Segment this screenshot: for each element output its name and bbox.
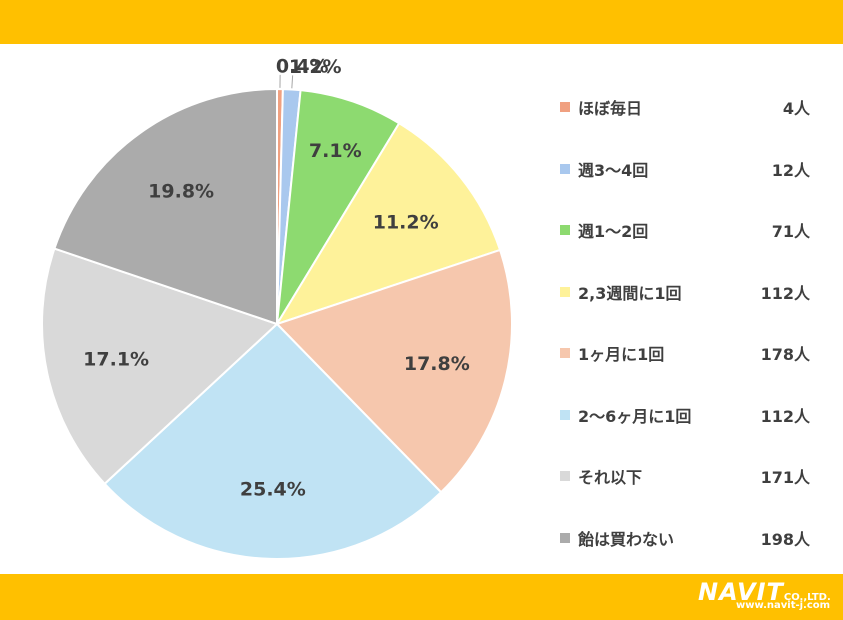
legend-label: 2,3週間に1回 <box>578 283 682 303</box>
logo-url: www.navit-j.com <box>736 600 831 611</box>
legend-count: 112人 <box>760 406 810 426</box>
legend-swatch <box>560 532 570 543</box>
slice-value-label: 19.8% <box>148 180 214 202</box>
slice-value-label: 25.4% <box>240 478 306 500</box>
legend-item: 週1〜2回 71人 <box>560 215 820 245</box>
legend-item: それ以下 171人 <box>560 461 820 491</box>
slice-value-label: 0.4% <box>276 56 329 78</box>
legend-item: 2〜6ヶ月に1回 112人 <box>560 400 820 430</box>
bottom-banner <box>0 574 843 620</box>
slice-value-label: 11.2% <box>373 212 439 234</box>
legend-label: それ以下 <box>578 468 643 487</box>
legend-swatch <box>560 348 570 358</box>
slice-value-label: 17.1% <box>83 348 149 370</box>
legend-item: 2,3週間に1回 112人 <box>560 277 820 307</box>
pie-slice <box>53 87 278 326</box>
legend-swatch <box>560 286 570 297</box>
slice-value-label: 7.1% <box>309 140 362 162</box>
pie-slice <box>276 89 401 325</box>
logo-suffix: CO.,LTD. <box>783 592 831 603</box>
slice-value-label: 17.8% <box>404 353 470 375</box>
legend-swatch <box>560 471 570 481</box>
legend-label: 週3〜4回 <box>578 160 649 180</box>
pie-slice <box>103 322 443 560</box>
pie-slice <box>275 248 513 494</box>
pie-slice <box>41 247 279 486</box>
pie-chart: 0.4%1.2% 7.1% 11.2% 17.8% 25.4% 17.1% 19.8% <box>41 56 513 560</box>
navit-logo: NAVITCO.,LTD. www.navit-j.com <box>698 578 838 616</box>
slice-value-label: 1.2% <box>289 56 342 78</box>
leader-line <box>291 75 294 89</box>
logo-name: NAVIT <box>698 578 784 606</box>
legend-label: ほぼ毎日 <box>578 99 643 118</box>
legend-count: 12人 <box>771 160 810 180</box>
legend-label: 1ヶ月に1回 <box>578 345 665 364</box>
legend-swatch <box>560 163 570 174</box>
legend-label: 2〜6ヶ月に1回 <box>578 406 692 426</box>
legend-count: 171人 <box>760 468 810 487</box>
legend-count: 4人 <box>782 99 810 118</box>
legend-swatch <box>560 225 570 235</box>
legend-count: 71人 <box>771 222 810 241</box>
legend-count: 178人 <box>760 345 810 364</box>
pie-slice <box>274 121 502 326</box>
legend-label: 飴は買わない <box>578 529 675 549</box>
legend-item: ほぼ毎日 4人 <box>560 92 820 122</box>
legend-swatch <box>560 102 570 112</box>
legend-item: 飴は買わない 198人 <box>560 523 820 553</box>
legend-swatch <box>560 409 570 420</box>
legend-item: 週3〜4回 12人 <box>560 154 820 184</box>
legend-label: 週1〜2回 <box>578 222 649 241</box>
legend-count: 198人 <box>760 529 810 549</box>
legend-item: 1ヶ月に1回 178人 <box>560 338 820 368</box>
legend-count: 112人 <box>760 283 810 303</box>
top-banner <box>0 0 843 44</box>
